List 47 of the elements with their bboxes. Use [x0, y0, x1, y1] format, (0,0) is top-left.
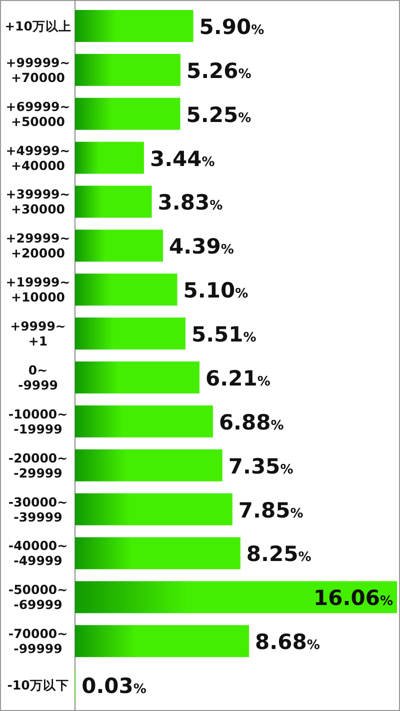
bar — [75, 581, 397, 614]
y-tick-label: +49999~ +40000 — [6, 142, 70, 173]
data-label: 6.21% — [206, 366, 270, 390]
bar — [75, 10, 194, 42]
y-tick-label: +9999~ +1 — [10, 318, 66, 349]
y-tick-label: +10万以上 — [4, 18, 72, 34]
data-label: 5.10% — [183, 278, 248, 303]
data-label: 3.83% — [158, 190, 223, 215]
bar — [75, 186, 152, 218]
y-tick-label: +19999~ +10000 — [6, 274, 70, 305]
bar — [75, 98, 180, 130]
y-tick-label: -10000~ -19999 — [8, 406, 68, 436]
y-tick-label: 0~ -9999 — [18, 362, 58, 392]
data-label: 8.25% — [246, 542, 312, 566]
bar — [75, 493, 232, 526]
data-label: 5.90% — [199, 14, 264, 39]
data-label: 7.35% — [228, 454, 294, 478]
y-tick-label: +39999~ +30000 — [6, 186, 70, 217]
bar — [75, 230, 164, 262]
data-label: 7.85% — [238, 498, 304, 522]
y-tick-label: +99999~ +70000 — [6, 54, 70, 85]
bar — [75, 318, 186, 350]
bar — [75, 142, 144, 174]
y-tick-label: +69999~ +50000 — [6, 98, 70, 129]
data-label: 5.51% — [191, 322, 256, 347]
data-label: 0.03% — [82, 674, 146, 698]
y-tick-label: -20000~ -29999 — [8, 450, 68, 480]
y-tick-label: -50000~ -69999 — [8, 582, 68, 612]
data-label: 5.26% — [186, 58, 252, 83]
bar — [75, 537, 240, 570]
y-tick-label: +29999~ +20000 — [6, 230, 70, 261]
bar — [75, 405, 213, 438]
data-label: 16.06% — [314, 586, 393, 610]
bar — [75, 625, 250, 658]
data-label: 5.25% — [186, 102, 252, 127]
y-tick-label: -40000~ -49999 — [8, 538, 68, 568]
bar — [75, 449, 222, 482]
bar — [75, 274, 178, 306]
bar — [75, 54, 180, 86]
data-label: 8.68% — [255, 630, 320, 654]
bar — [75, 361, 200, 394]
data-label: 4.39% — [169, 234, 234, 259]
y-tick-label: -70000~ -99999 — [8, 626, 68, 656]
data-label: 6.88% — [218, 410, 284, 434]
data-label: 3.44% — [150, 146, 215, 171]
y-tick-label: -30000~ -39999 — [8, 494, 68, 524]
y-tick-label: -10万以下 — [7, 678, 69, 693]
